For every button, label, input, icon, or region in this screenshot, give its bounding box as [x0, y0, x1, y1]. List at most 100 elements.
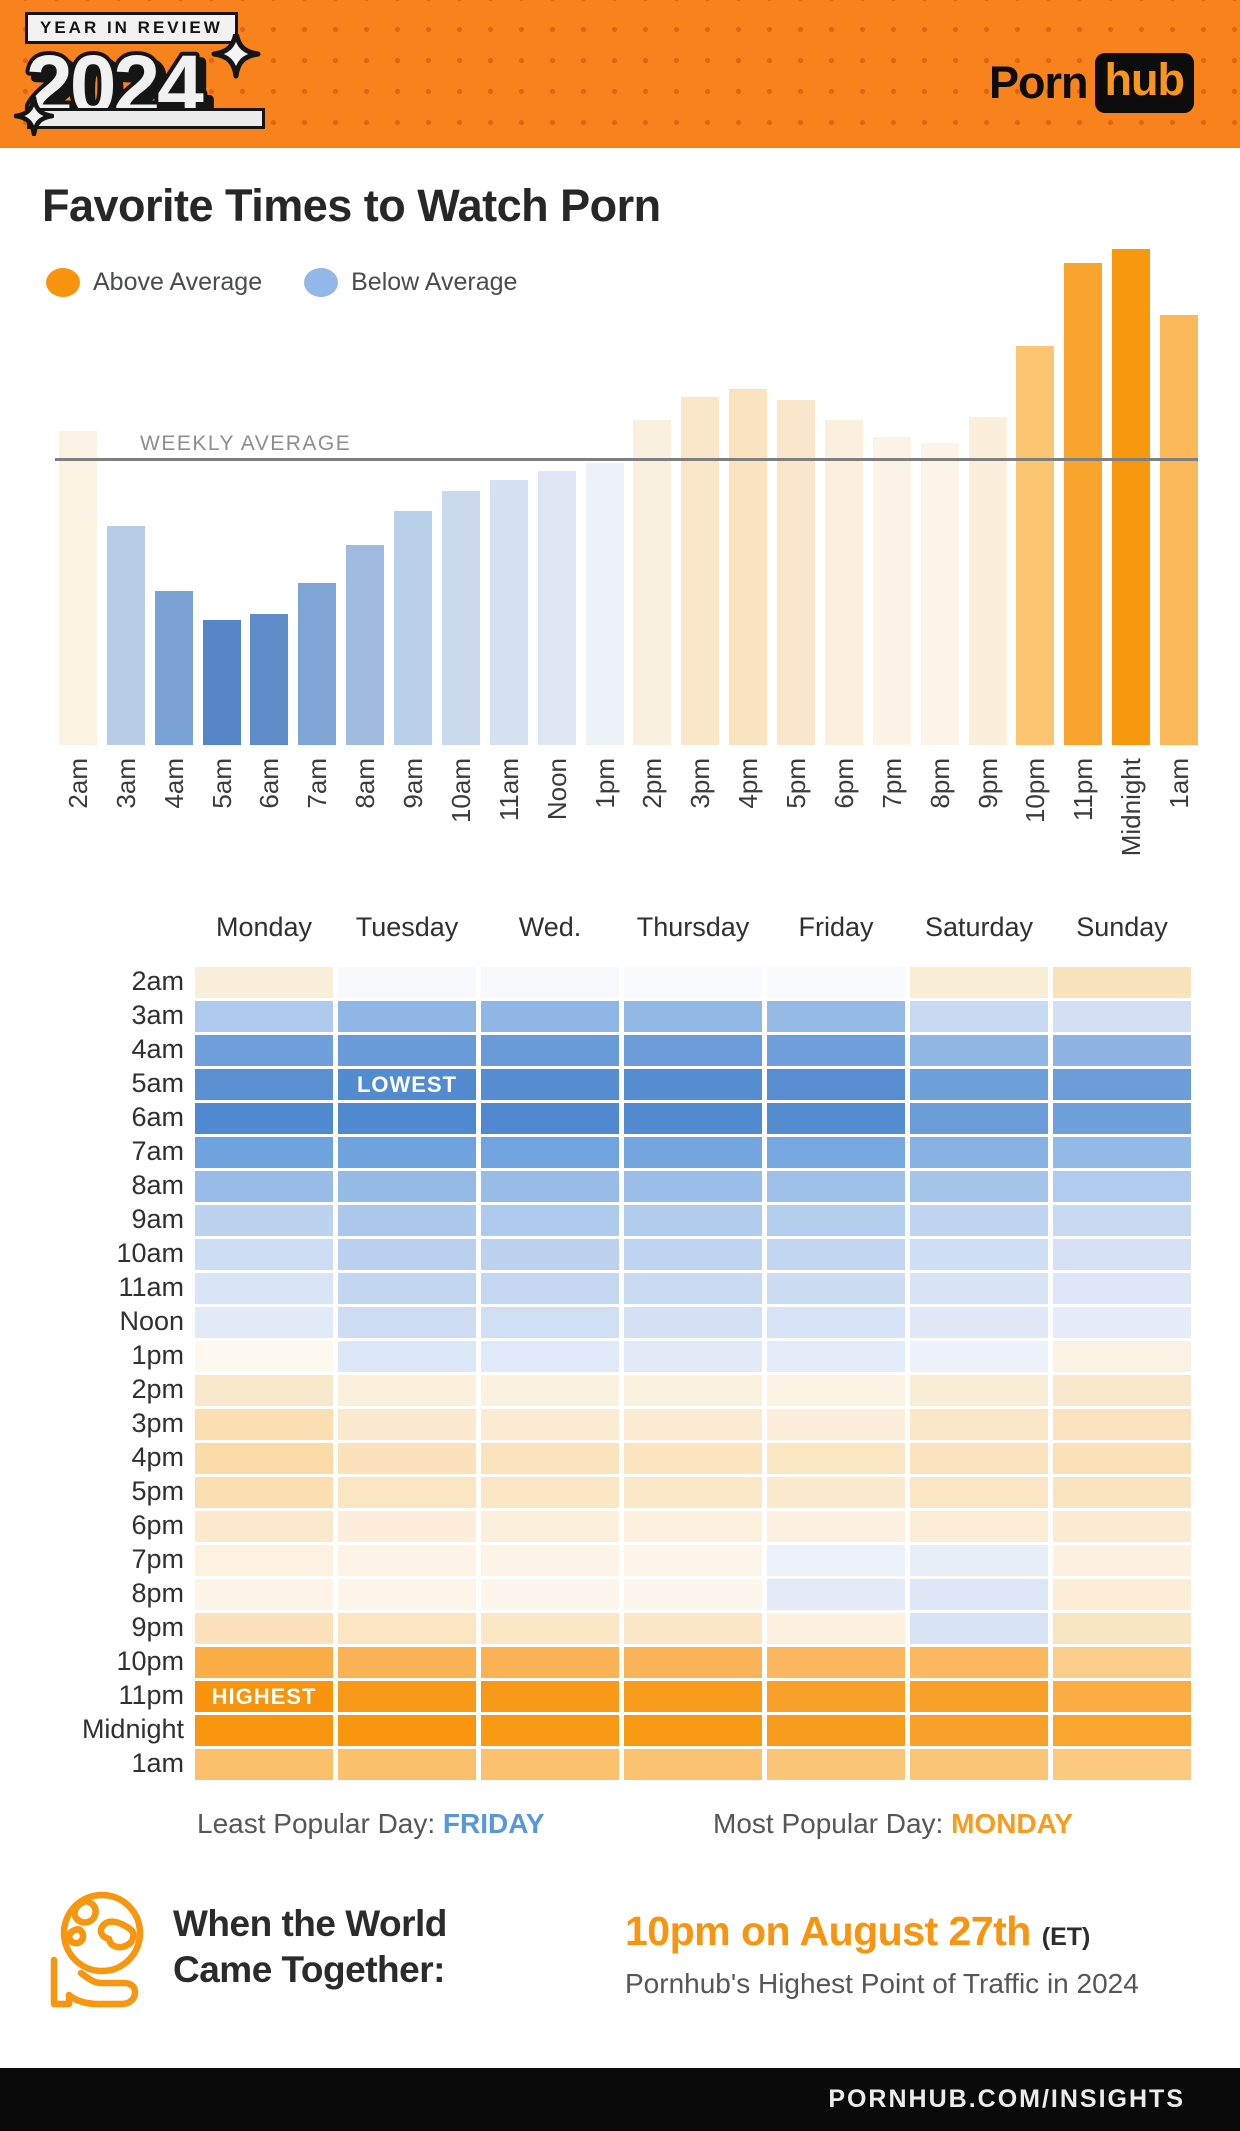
heatmap-cell-friday-3am: [767, 1001, 905, 1032]
heatmap-cell-wed-5am: [481, 1069, 619, 1100]
heatmap-cell-saturday-7am: [910, 1137, 1048, 1168]
x-tick-5pm: 5pm: [781, 758, 811, 809]
heatmap-row-label-noon: Noon: [119, 1306, 184, 1336]
heatmap-cell-monday-3pm: [195, 1409, 333, 1440]
heatmap-cell-wed-11am: [481, 1273, 619, 1304]
heatmap-cell-saturday-midnight: [910, 1715, 1048, 1746]
x-tick-9pm: 9pm: [973, 758, 1003, 809]
heatmap-cell-monday-1am: [195, 1749, 333, 1780]
heatmap-cell-saturday-4am: [910, 1035, 1048, 1066]
heatmap-cell-monday-3am: [195, 1001, 333, 1032]
heatmap-cell-thursday-11pm: [624, 1681, 762, 1712]
heatmap-cell-friday-4pm: [767, 1443, 905, 1474]
heatmap-cell-friday-7pm: [767, 1545, 905, 1576]
heatmap-cell-sunday-4pm: [1053, 1443, 1191, 1474]
heatmap-cell-sunday-11am: [1053, 1273, 1191, 1304]
least-popular-day: Least Popular Day: FRIDAY: [197, 1808, 545, 1840]
heatmap-cell-thursday-10pm: [624, 1647, 762, 1678]
heatmap-cell-saturday-10am: [910, 1239, 1048, 1270]
x-tick-5am: 5am: [207, 758, 237, 809]
heatmap-cell-wed-4pm: [481, 1443, 619, 1474]
heading-line-1: When the World: [173, 1903, 447, 1944]
heatmap-cell-tuesday-2pm: [338, 1375, 476, 1406]
heatmap-cell-saturday-6pm: [910, 1511, 1048, 1542]
x-tick-midnight: Midnight: [1116, 758, 1146, 857]
below-average-dot-icon: [304, 268, 339, 297]
heatmap-row-label-10pm: 10pm: [116, 1646, 184, 1676]
heatmap-cell-tuesday-5pm: [338, 1477, 476, 1508]
heatmap-cell-saturday-noon: [910, 1307, 1048, 1338]
most-popular-day: Most Popular Day: MONDAY: [713, 1808, 1073, 1840]
heatmap-row-label-11am: 11am: [118, 1272, 184, 1302]
heatmap-cell-tuesday-noon: [338, 1307, 476, 1338]
heatmap-cell-friday-3pm: [767, 1409, 905, 1440]
heatmap-cell-sunday-7pm: [1053, 1545, 1191, 1576]
heatmap-cell-friday-11am: [767, 1273, 905, 1304]
heatmap-cell-sunday-2am: [1053, 967, 1191, 998]
traffic-peak-subtext: Pornhub's Highest Point of Traffic in 20…: [625, 1968, 1139, 1999]
bar-midnight: [1112, 249, 1150, 745]
sparkle-star-icon: [211, 29, 261, 79]
heatmap-cell-saturday-11am: [910, 1273, 1048, 1304]
heatmap-row-label-midnight: Midnight: [81, 1714, 184, 1744]
heatmap-cell-friday-1am: [767, 1749, 905, 1780]
heatmap-column-header-thursday: Thursday: [636, 912, 750, 942]
x-tick-noon: Noon: [542, 758, 572, 821]
x-tick-2pm: 2pm: [637, 758, 667, 809]
heatmap-cell-tuesday-9am: [338, 1205, 476, 1236]
bar-10am: [442, 491, 480, 745]
heatmap-row-label-8pm: 8pm: [131, 1578, 184, 1608]
heatmap-cell-wed-midnight: [481, 1715, 619, 1746]
heatmap-row-label-7am: 7am: [131, 1136, 184, 1166]
x-tick-4pm: 4pm: [733, 758, 763, 809]
timezone-suffix: (ET): [1041, 1923, 1091, 1951]
heatmap-cell-wed-5pm: [481, 1477, 619, 1508]
heatmap-row-label-4am: 4am: [131, 1034, 184, 1064]
heatmap-cell-saturday-5pm: [910, 1477, 1048, 1508]
heatmap-cell-wed-1pm: [481, 1341, 619, 1372]
heatmap-cell-saturday-7pm: [910, 1545, 1048, 1576]
heatmap-cell-monday-9am: [195, 1205, 333, 1236]
least-popular-value: FRIDAY: [442, 1808, 545, 1839]
x-tick-9am: 9am: [398, 758, 428, 809]
page-title: Favorite Times to Watch Porn: [42, 180, 661, 231]
heatmap-cell-saturday-1am: [910, 1749, 1048, 1780]
peak-datetime-text: 10pm on August 27th: [625, 1908, 1031, 1954]
heatmap-row-label-3am: 3am: [131, 1000, 184, 1030]
heatmap-cell-saturday-10pm: [910, 1647, 1048, 1678]
heatmap-cell-saturday-3pm: [910, 1409, 1048, 1440]
globe-in-hand-icon: [50, 1891, 144, 2008]
hourly-bar-chart: WEEKLY AVERAGE 2am 3am 4am 5am 6am 7am 8am 9am 1…: [0, 0, 1240, 900]
heatmap-column-header-friday: Friday: [798, 912, 874, 942]
heatmap-row-label-3pm: 3pm: [131, 1408, 184, 1438]
bar-8am: [346, 545, 384, 745]
chart-legend: Above Average Below Average: [46, 268, 559, 297]
heatmap-cell-thursday-3am: [624, 1001, 762, 1032]
heatmap-cell-saturday-1pm: [910, 1341, 1048, 1372]
heatmap-cell-sunday-2pm: [1053, 1375, 1191, 1406]
heatmap-cell-thursday-6pm: [624, 1511, 762, 1542]
heatmap-cell-sunday-noon: [1053, 1307, 1191, 1338]
bar-6pm: [825, 420, 863, 745]
heatmap-cell-wed-8pm: [481, 1579, 619, 1610]
heatmap-cell-tuesday-7am: [338, 1137, 476, 1168]
heatmap-cell-thursday-8am: [624, 1171, 762, 1202]
insights-url[interactable]: PORNHUB.COM/INSIGHTS: [828, 2085, 1185, 2113]
heatmap-cell-tuesday-7pm: [338, 1545, 476, 1576]
heatmap-cell-saturday-5am: [910, 1069, 1048, 1100]
heatmap-cell-wed-2am: [481, 967, 619, 998]
heatmap-row-label-4pm: 4pm: [131, 1442, 184, 1472]
heatmap-cell-monday-noon: [195, 1307, 333, 1338]
heatmap-row-label-5pm: 5pm: [131, 1476, 184, 1506]
x-tick-8am: 8am: [350, 758, 380, 809]
heatmap-cell-wed-8am: [481, 1171, 619, 1202]
heatmap-row-label-6pm: 6pm: [131, 1510, 184, 1540]
x-tick-10am: 10am: [446, 758, 476, 824]
x-tick-3am: 3am: [111, 758, 141, 809]
heatmap-cell-saturday-2am: [910, 967, 1048, 998]
bar-7pm: [873, 437, 911, 745]
heatmap-cell-friday-2pm: [767, 1375, 905, 1406]
heatmap-cell-monday-11am: [195, 1273, 333, 1304]
heatmap-row-label-9pm: 9pm: [131, 1612, 184, 1642]
